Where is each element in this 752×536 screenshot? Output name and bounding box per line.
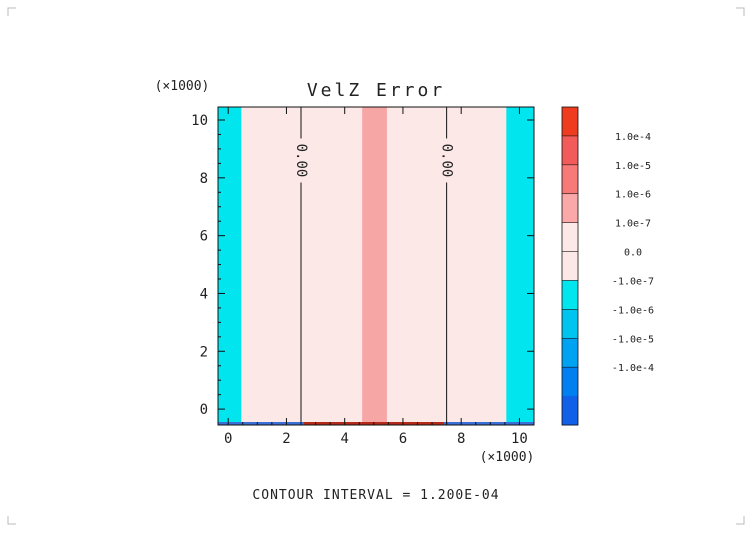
colorbar-label: 1.0e-5 <box>615 161 651 172</box>
y-tick-label: 4 <box>200 286 208 302</box>
field-region-2 <box>506 107 534 425</box>
colorbar-segment-0 <box>562 107 578 137</box>
colorbar-frame <box>561 106 579 426</box>
colorbar-label: 1.0e-7 <box>615 219 651 230</box>
x-tick-label: 8 <box>457 431 465 447</box>
colorbar: 1.0e-4 1.0e-5 1.0e-6 1.0e-7 0.0 -1.0e-7 -1.0e-… <box>561 106 654 426</box>
corner-mark-bottom-left <box>7 516 16 525</box>
x-tick-label: 4 <box>340 431 348 447</box>
corner-mark-bottom-right <box>736 516 745 525</box>
colorbar-segment-9 <box>562 367 578 397</box>
plot-area: 0.00 0.00 0 2 4 6 8 10 0 2 4 6 8 10 <box>191 106 535 447</box>
colorbar-segment-1 <box>562 135 578 166</box>
corner-mark-top-right <box>736 7 745 16</box>
colorbar-segment-6 <box>562 280 578 310</box>
colorbar-segment-2 <box>562 164 578 195</box>
field-region-0 <box>218 107 242 425</box>
x-tick-label: 10 <box>511 431 528 447</box>
y-tick-label: 2 <box>200 344 208 360</box>
colorbar-segment-10 <box>562 396 578 426</box>
colorbar-label: -1.0e-4 <box>612 363 654 374</box>
y-tick-label: 10 <box>191 113 208 129</box>
y-scale-label: (×1000) <box>155 79 210 94</box>
contour-interval-note: CONTOUR INTERVAL = 1.200E-04 <box>252 488 499 503</box>
y-tick-label: 6 <box>200 229 208 245</box>
colorbar-segment-5 <box>562 251 578 281</box>
field-region-1 <box>362 107 387 425</box>
y-tick-label: 8 <box>200 171 208 187</box>
x-tick-label: 0 <box>224 431 232 447</box>
corner-mark-top-left <box>7 7 16 16</box>
plot-frame <box>217 106 535 426</box>
contour-label-0: 0.00 <box>293 144 309 178</box>
colorbar-segment-4 <box>562 222 578 253</box>
contour-label-1: 0.00 <box>439 144 455 178</box>
chart-title: VelZ Error <box>307 80 445 101</box>
colorbar-segment-7 <box>562 309 578 339</box>
corner-marks <box>7 7 745 525</box>
colorbar-segment-3 <box>562 193 578 224</box>
colorbar-label: 1.0e-6 <box>615 190 651 201</box>
y-tick-label: 0 <box>200 402 208 418</box>
x-scale-label: (×1000) <box>480 450 535 465</box>
colorbar-label: 0.0 <box>624 248 642 259</box>
x-tick-label: 6 <box>399 431 407 447</box>
colorbar-label: 1.0e-4 <box>615 132 651 143</box>
colorbar-label: -1.0e-7 <box>612 276 654 287</box>
colorbar-segment-8 <box>562 338 578 368</box>
x-tick-label: 2 <box>282 431 290 447</box>
colorbar-label: -1.0e-5 <box>612 334 654 345</box>
colorbar-label: -1.0e-6 <box>612 305 654 316</box>
